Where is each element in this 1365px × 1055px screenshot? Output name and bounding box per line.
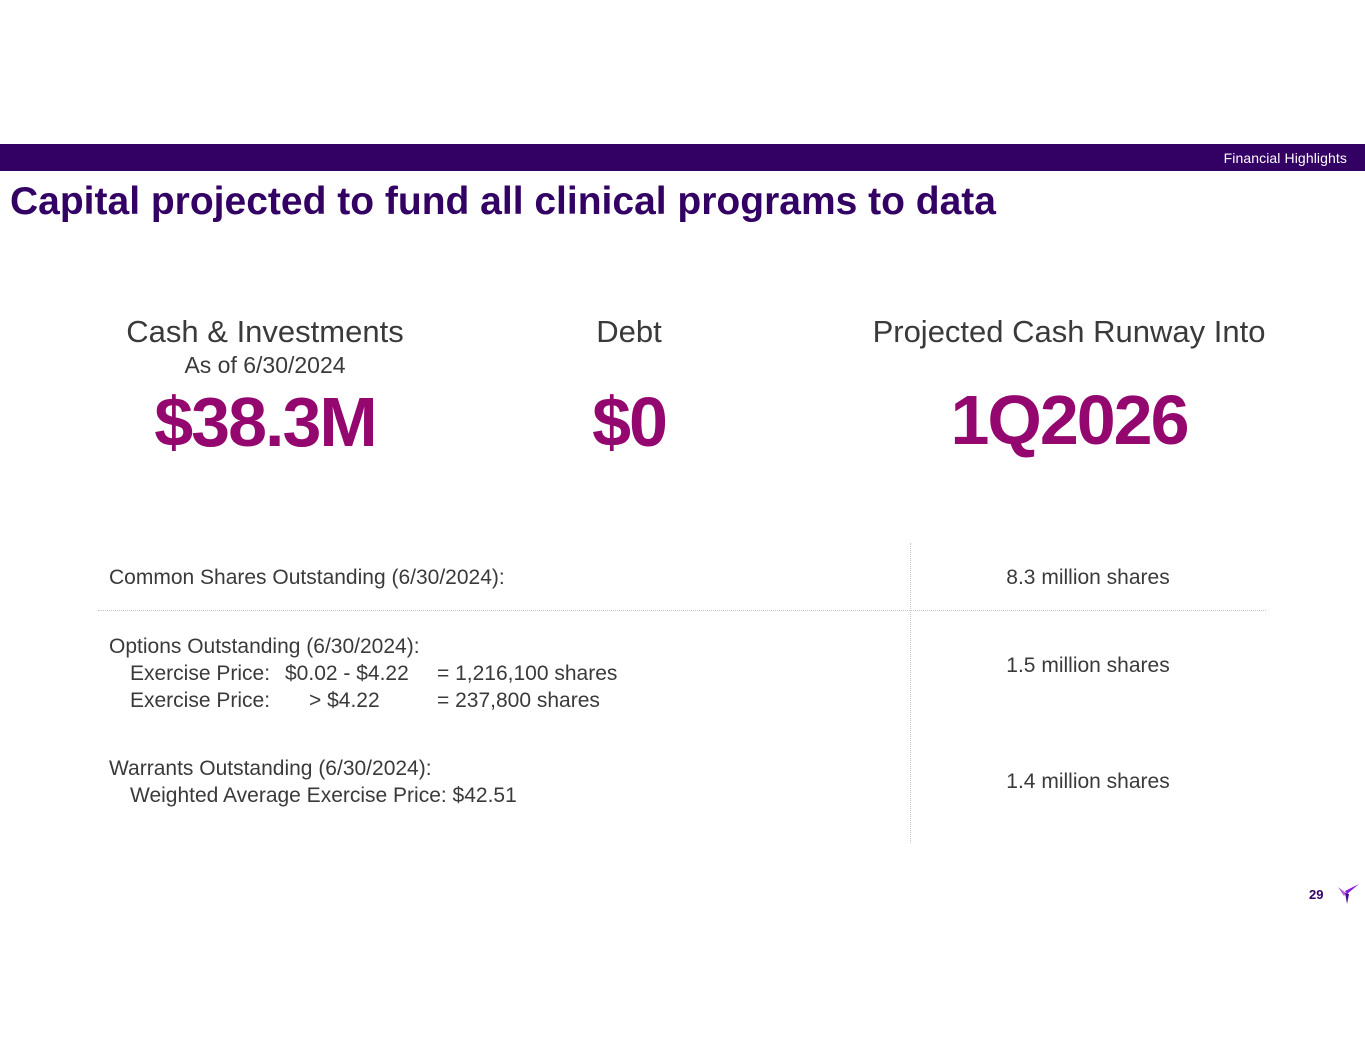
bird-logo-icon	[1338, 884, 1359, 904]
warrants-label: Warrants Outstanding (6/30/2024):	[109, 757, 432, 780]
options-block: Options Outstanding (6/30/2024): Exercis…	[109, 633, 617, 714]
options-line-range: $0.02 - $4.22	[285, 662, 409, 685]
warrants-detail: Weighted Average Exercise Price: $42.51	[130, 784, 517, 807]
section-label: Financial Highlights	[1223, 150, 1347, 166]
debt-heading: Debt	[596, 314, 662, 349]
debt-value: $0	[592, 383, 668, 461]
cash-metric: Cash & Investments As of 6/30/2024 $38.3…	[105, 314, 425, 462]
options-line-range: > $4.22	[309, 689, 380, 712]
runway-value: 1Q2026	[950, 381, 1189, 459]
cash-value: $38.3M	[154, 383, 377, 461]
common-shares-value: 8.3 million shares	[1006, 566, 1170, 589]
row-divider	[98, 610, 1266, 611]
page-title: Capital projected to fund all clinical p…	[10, 180, 996, 223]
options-line-count: = 1,216,100 shares	[437, 662, 618, 685]
warrants-block: Warrants Outstanding (6/30/2024): Weight…	[109, 755, 517, 809]
options-line: Exercise Price: > $4.22 = 237,800 shares	[109, 687, 617, 714]
options-line-label: Exercise Price:	[130, 689, 271, 712]
options-line-count: = 237,800 shares	[437, 689, 600, 712]
options-label: Options Outstanding (6/30/2024):	[109, 635, 420, 658]
options-value: 1.5 million shares	[1006, 654, 1170, 677]
runway-metric: Projected Cash Runway Into 1Q2026	[849, 314, 1289, 460]
page-number: 29	[1309, 887, 1324, 902]
share-table: Common Shares Outstanding (6/30/2024): 8…	[98, 543, 1266, 843]
header-bar: Financial Highlights	[0, 144, 1365, 171]
cash-date: As of 6/30/2024	[184, 352, 346, 378]
options-line: Exercise Price: $0.02 - $4.22 = 1,216,100 …	[109, 660, 617, 687]
debt-metric: Debt $0	[509, 314, 749, 462]
column-divider	[910, 543, 911, 843]
common-shares-label: Common Shares Outstanding (6/30/2024):	[109, 566, 505, 589]
cash-heading: Cash & Investments	[126, 314, 404, 349]
options-line-label: Exercise Price:	[130, 662, 271, 685]
warrants-value: 1.4 million shares	[1006, 770, 1170, 793]
runway-heading: Projected Cash Runway Into	[872, 314, 1266, 349]
